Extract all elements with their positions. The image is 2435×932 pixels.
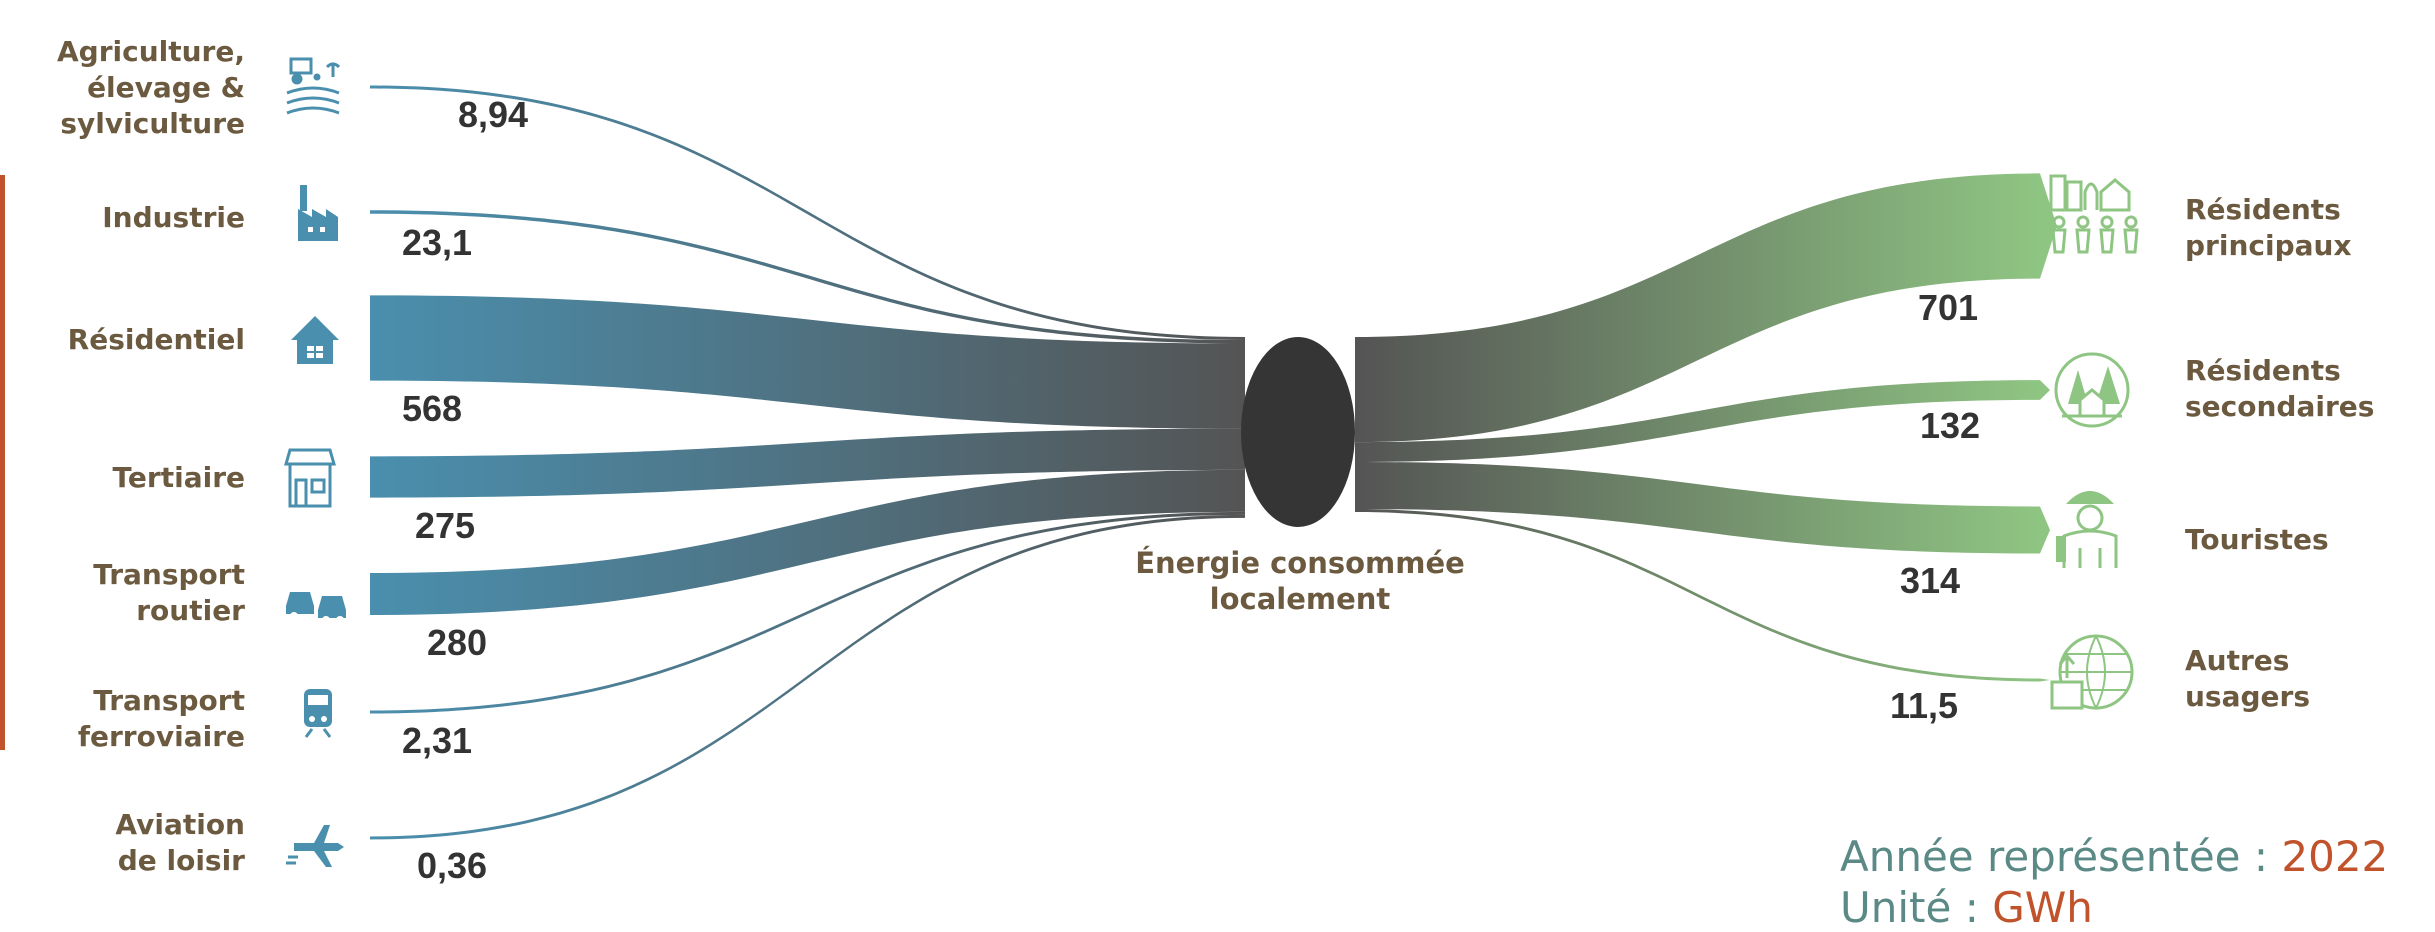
forest-cabin-icon xyxy=(2054,352,2130,428)
target-value-0: 701 xyxy=(1918,287,1979,328)
target-label-2: Touristes xyxy=(2185,523,2329,556)
source-label-4: Transport routier xyxy=(93,558,245,627)
source-flows xyxy=(370,85,1245,840)
year-label: Année représentée : xyxy=(1840,832,2282,881)
source-value-2: 568 xyxy=(402,388,463,429)
city-people-icon xyxy=(2049,174,2139,254)
target-value-3: 11,5 xyxy=(1890,685,1959,726)
globe-box-icon xyxy=(2050,634,2134,711)
target-flow-0 xyxy=(1355,173,2057,443)
target-label-1: Résidents secondaires xyxy=(2185,354,2375,423)
source-label-2: Résidentiel xyxy=(67,323,245,356)
source-value-1: 23,1 xyxy=(402,222,473,263)
center-node-label: Énergie consommée localement xyxy=(1135,546,1465,616)
target-value-1: 132 xyxy=(1920,405,1981,446)
source-value-4: 280 xyxy=(427,622,488,663)
tractor-field-icon xyxy=(286,57,341,115)
flow-1 xyxy=(370,210,1245,344)
source-value-5: 2,31 xyxy=(402,720,473,761)
source-value-6: 0,36 xyxy=(417,845,488,886)
target-value-2: 314 xyxy=(1900,560,1961,601)
flow-2 xyxy=(370,295,1245,429)
source-value-3: 275 xyxy=(415,505,476,546)
flow-4 xyxy=(370,469,1245,615)
house-icon xyxy=(291,316,339,364)
shop-icon xyxy=(284,448,336,508)
source-label-6: Aviation de loisir xyxy=(115,808,245,877)
icons-layer xyxy=(284,57,2139,867)
center-node xyxy=(1241,337,1355,527)
source-value-0: 8,94 xyxy=(458,94,529,135)
target-label-3: Autres usagers xyxy=(2185,644,2311,713)
tourist-icon xyxy=(2056,491,2118,568)
flow-3 xyxy=(370,428,1245,498)
year-value: 2022 xyxy=(2281,832,2389,881)
target-flow-1 xyxy=(1355,380,2050,462)
flow-5 xyxy=(370,511,1245,714)
footer-year: Année représentée : 2022 xyxy=(1840,832,2388,881)
source-label-0: Agriculture, élevage & sylviculture xyxy=(56,35,245,140)
footer-unit: Unité : GWh xyxy=(1840,883,2093,932)
target-flows xyxy=(1355,173,2057,682)
target-label-0: Résidents principaux xyxy=(2185,193,2352,262)
plane-icon xyxy=(286,825,344,867)
source-label-3: Tertiaire xyxy=(112,461,245,494)
flow-6 xyxy=(370,514,1245,840)
source-label-5: Transport ferroviaire xyxy=(77,684,245,753)
unit-value: GWh xyxy=(1992,883,2093,932)
source-label-1: Industrie xyxy=(102,201,245,234)
unit-label: Unité : xyxy=(1840,883,1993,932)
train-icon xyxy=(304,689,332,738)
cars-icon xyxy=(286,592,346,624)
factory-icon xyxy=(298,185,338,241)
flow-0 xyxy=(370,85,1245,340)
sector-bracket xyxy=(0,175,5,750)
target-flow-2 xyxy=(1355,461,2050,554)
